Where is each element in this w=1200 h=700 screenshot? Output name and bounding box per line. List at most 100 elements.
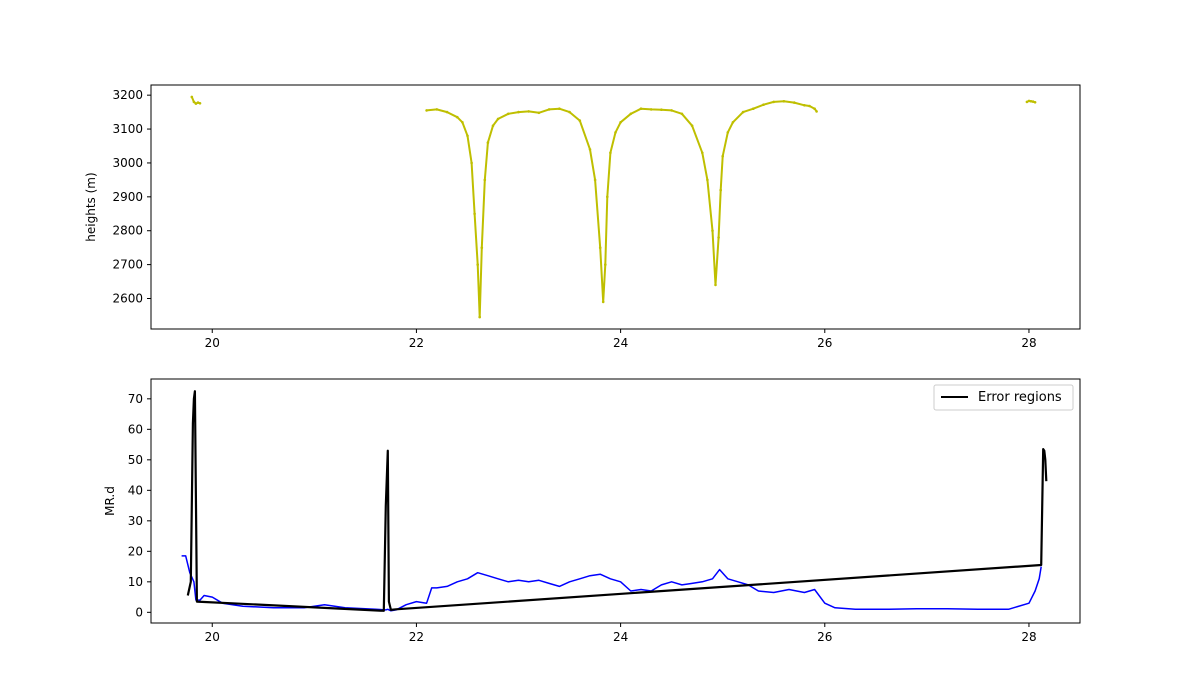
height-point <box>558 107 561 110</box>
height-point <box>701 151 704 155</box>
height-point <box>721 154 724 158</box>
height-point <box>639 107 643 110</box>
height-point <box>478 315 482 319</box>
height-point <box>483 178 487 182</box>
x-tick-label: 22 <box>409 630 424 644</box>
top-panel: 20 22 24 26 28 2600270028002900300031003200 … <box>84 84 1081 350</box>
height-point <box>772 100 775 104</box>
height-point <box>491 124 495 127</box>
y-tick-label: 0 <box>135 605 143 619</box>
mrd-series-group <box>181 390 1048 612</box>
y-tick-label: 70 <box>128 392 143 406</box>
height-point <box>614 131 617 134</box>
y-tick-label: 20 <box>128 544 143 558</box>
bottom-y-ticks: 0 10 20 30 40 50 60 70 <box>128 392 151 619</box>
height-point <box>808 104 811 108</box>
height-point <box>1031 100 1035 103</box>
height-point <box>782 100 786 103</box>
height-point <box>198 102 202 105</box>
bottom-y-axis-label: MR.d <box>103 486 117 516</box>
y-tick-label: 40 <box>128 483 143 497</box>
y-tick-label: 10 <box>128 575 143 589</box>
height-point <box>598 246 602 249</box>
x-tick-label: 26 <box>817 630 832 644</box>
height-point <box>609 151 612 155</box>
height-point <box>717 236 720 239</box>
bottom-plot-frame <box>150 378 1081 624</box>
height-point <box>476 263 480 266</box>
y-tick-label: 2900 <box>112 190 143 204</box>
height-point <box>517 110 520 114</box>
height-point <box>706 178 709 182</box>
y-tick-label: 3200 <box>112 88 143 102</box>
height-point <box>547 108 551 111</box>
height-point <box>1025 100 1029 104</box>
height-point <box>741 110 745 114</box>
y-tick-label: 50 <box>128 453 143 467</box>
height-point <box>593 178 597 182</box>
height-point <box>731 121 735 124</box>
height-point <box>690 124 694 127</box>
height-point <box>619 121 622 124</box>
height-point <box>604 263 607 266</box>
height-point <box>496 117 500 121</box>
height-point <box>601 300 605 304</box>
height-point <box>1027 99 1031 103</box>
height-point <box>568 110 571 114</box>
error-regions-line <box>186 390 1048 612</box>
height-point <box>762 103 765 106</box>
x-tick-label: 20 <box>205 336 220 350</box>
height-point <box>486 141 490 144</box>
height-point <box>660 108 663 111</box>
height-point <box>194 102 198 105</box>
height-point <box>470 161 473 165</box>
height-point <box>813 107 816 110</box>
height-point <box>714 283 717 287</box>
height-point <box>473 212 476 216</box>
height-point <box>1029 100 1033 103</box>
height-point <box>190 95 194 99</box>
height-point <box>803 104 806 107</box>
y-tick-label: 3100 <box>112 122 143 136</box>
y-tick-label: 60 <box>128 422 143 436</box>
height-point <box>752 107 755 110</box>
height-point <box>196 101 200 104</box>
height-point <box>425 109 428 112</box>
height-point <box>711 229 714 232</box>
height-point <box>480 246 484 249</box>
x-tick-label: 26 <box>817 336 832 350</box>
x-tick-label: 20 <box>205 630 220 644</box>
legend-box <box>933 384 1074 411</box>
top-y-ticks: 2600 2700 2800 2900 3000 3100 3200 <box>112 88 151 306</box>
y-tick-label: 30 <box>128 514 143 528</box>
height-point <box>578 119 582 122</box>
height-point <box>527 110 530 113</box>
x-tick-label: 22 <box>409 336 424 350</box>
height-point <box>588 148 592 151</box>
height-point <box>435 108 439 111</box>
height-point <box>456 115 459 119</box>
height-point <box>815 110 818 113</box>
height-point <box>726 131 730 134</box>
mrd-line <box>181 555 1042 612</box>
heights-series-group <box>190 95 1037 319</box>
height-point <box>629 112 633 116</box>
x-tick-label: 24 <box>613 630 628 644</box>
height-point <box>1033 101 1037 104</box>
height-point <box>606 195 609 199</box>
legend: Error regions <box>933 384 1074 411</box>
height-point <box>719 188 722 192</box>
y-tick-label: 2700 <box>112 258 143 272</box>
legend-label-error-regions: Error regions <box>978 390 1062 405</box>
height-point <box>507 112 510 116</box>
height-point <box>192 100 196 104</box>
y-tick-label: 2600 <box>112 292 143 306</box>
x-tick-label: 28 <box>1021 630 1036 644</box>
top-plot-frame <box>150 84 1081 330</box>
bottom-x-ticks: 20 22 24 26 28 <box>205 623 1037 644</box>
height-point <box>537 111 541 115</box>
y-tick-label: 3000 <box>112 156 143 170</box>
height-point <box>466 134 469 138</box>
height-point <box>670 109 673 112</box>
